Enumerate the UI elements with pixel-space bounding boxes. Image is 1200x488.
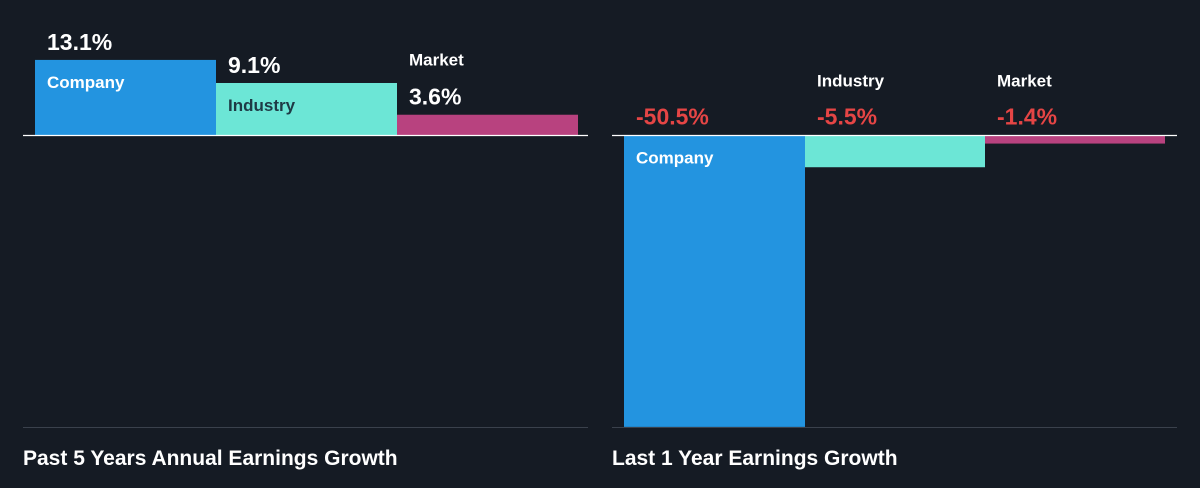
chart-past-5-years: 13.1% 9.1% 3.6% Company Industry Market … (23, 29, 588, 470)
bar-company (624, 135, 805, 427)
bar-industry (805, 135, 985, 168)
category-label-company: Company (47, 73, 125, 92)
value-label-market: -1.4% (997, 104, 1057, 130)
value-label-industry: 9.1% (228, 52, 280, 78)
value-label-company: 13.1% (47, 29, 112, 55)
chart-title: Last 1 Year Earnings Growth (612, 447, 898, 470)
category-label-market: Market (409, 51, 464, 70)
bar-market (985, 135, 1165, 144)
bar-industry (216, 82, 397, 136)
category-label-market: Market (997, 72, 1052, 91)
value-label-company: -50.5% (636, 104, 709, 130)
category-label-company: Company (636, 149, 714, 168)
category-label-industry: Industry (228, 96, 296, 115)
category-label-industry: Industry (817, 72, 885, 91)
chart-last-1-year: -50.5% -5.5% -1.4% Company Industry Mark… (612, 72, 1177, 470)
value-label-market: 3.6% (409, 84, 461, 110)
bar-market (397, 114, 578, 136)
value-label-industry: -5.5% (817, 104, 877, 130)
bar-company (35, 59, 216, 136)
chart-title: Past 5 Years Annual Earnings Growth (23, 447, 398, 470)
